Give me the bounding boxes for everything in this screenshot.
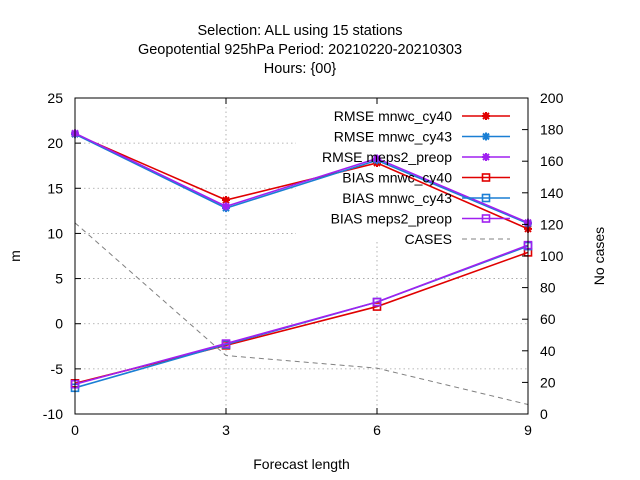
y2-tick-label: 200 — [540, 90, 564, 106]
legend-label: BIAS mnwc_cy43 — [342, 190, 452, 206]
y2-tick-label: 140 — [540, 185, 564, 201]
series-line — [74, 133, 529, 225]
y2-tick-label: 120 — [540, 216, 564, 232]
data-point — [221, 339, 231, 348]
series-lines — [70, 129, 533, 406]
y-tick-label: 25 — [47, 90, 63, 106]
legend-marker — [482, 153, 490, 161]
data-point — [373, 154, 381, 163]
legend-label: BIAS meps2_preop — [331, 211, 453, 227]
chart-title: Selection: ALL using 15 stations Geopoten… — [138, 23, 462, 77]
series-line — [74, 133, 529, 230]
y-tick-label: -10 — [43, 406, 63, 422]
axis-labels: Forecast length m No cases — [7, 227, 607, 472]
title-line: Hours: {00} — [264, 61, 337, 77]
y-axis-label: m — [7, 250, 23, 262]
y2-tick-label: 180 — [540, 122, 564, 138]
y2-tick-label: 0 — [540, 406, 548, 422]
legend-label: CASES — [405, 231, 452, 247]
x-tick-label: 9 — [524, 422, 532, 438]
data-point — [222, 202, 230, 211]
legend-marker — [481, 214, 491, 223]
y-tick-label: 5 — [55, 271, 63, 287]
y-tick-label: 10 — [47, 225, 63, 241]
legend-label: RMSE mnwc_cy40 — [334, 108, 452, 124]
series-bias-meps2-preop — [70, 240, 533, 389]
series-line — [74, 132, 529, 224]
legend-marker — [482, 132, 490, 141]
series-cases — [74, 222, 529, 406]
legend-label: RMSE meps2_preop — [322, 149, 452, 165]
y2-tick-label: 100 — [540, 248, 564, 264]
data-point — [372, 302, 382, 311]
legend-label: RMSE mnwc_cy43 — [334, 129, 452, 145]
y2-tick-label: 80 — [540, 280, 556, 296]
title-line: Selection: ALL using 15 stations — [197, 23, 402, 39]
series-line — [74, 244, 529, 385]
series-line — [74, 222, 529, 406]
series-rmse-mnwc-cy43 — [71, 130, 532, 228]
legend-marker — [481, 193, 491, 203]
y-tick-label: 0 — [55, 316, 63, 332]
x-axis-label: Forecast length — [253, 456, 350, 472]
x-tick-label: 0 — [71, 422, 79, 438]
legend-marker — [481, 173, 491, 182]
y2-tick-label: 60 — [540, 311, 556, 327]
legend-marker — [482, 112, 490, 120]
legend-label: BIAS mnwc_cy40 — [342, 170, 452, 186]
y-tick-label: 20 — [47, 135, 63, 151]
axis-ticks: 0 3 6 9 -10 -5 0 5 10 15 20 25 0 20 40 60 80 100 120 140 160… — [43, 90, 564, 438]
y-tick-label: -5 — [51, 361, 64, 377]
series-rmse-mnwc-cy40 — [71, 130, 532, 233]
y2-axis-label: No cases — [591, 227, 607, 285]
data-point — [222, 196, 230, 205]
title-line: Geopotential 925hPa Period: 20210220-202… — [138, 42, 462, 58]
y2-tick-label: 160 — [540, 153, 564, 169]
y2-tick-label: 40 — [540, 343, 556, 359]
y-tick-label: 15 — [47, 180, 63, 196]
x-tick-label: 3 — [222, 422, 230, 438]
y2-tick-label: 20 — [540, 374, 556, 390]
data-point — [372, 297, 382, 307]
legend: RMSE mnwc_cy40 RMSE mnwc_cy43 RMSE meps2_p… — [322, 108, 510, 247]
x-tick-label: 6 — [373, 422, 381, 438]
